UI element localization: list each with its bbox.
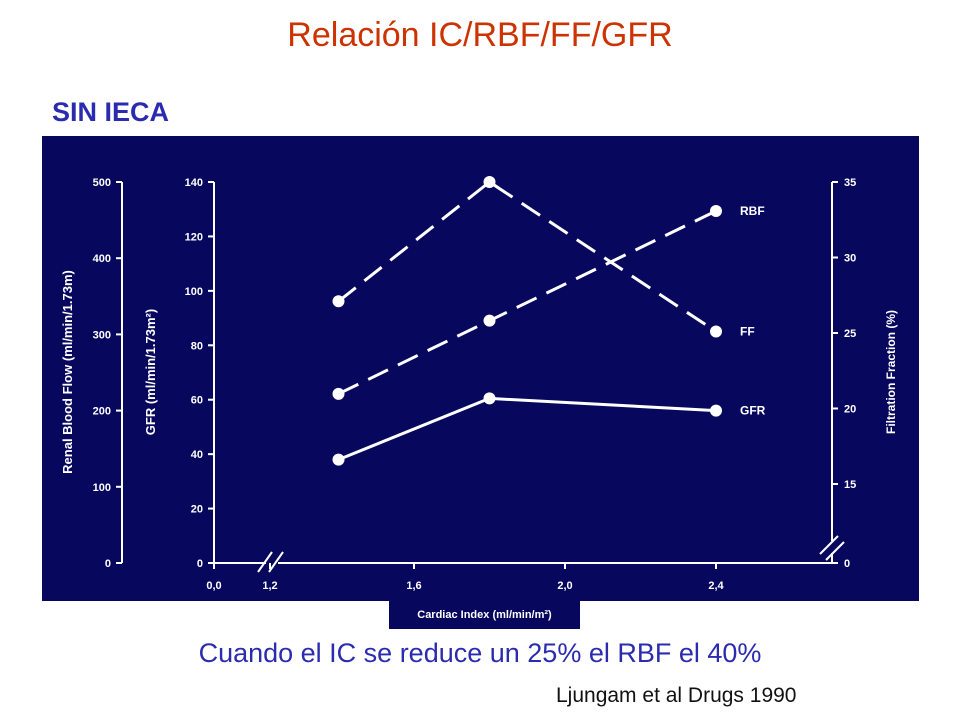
gfr-tick-label: 100 xyxy=(185,286,203,298)
series-label-rbf: RBF xyxy=(740,204,765,218)
data-point-ff xyxy=(332,295,345,308)
rbf-tick-label: 400 xyxy=(93,253,111,265)
gfr-axis-title: GFR (ml/min/1.73m²) xyxy=(143,309,158,435)
data-point-ff xyxy=(483,176,496,188)
x-tick-label: 2,4 xyxy=(708,580,724,592)
series-line-gfr xyxy=(337,396,717,461)
x-tick-label: 0,0 xyxy=(206,580,221,592)
data-point-rbf xyxy=(332,387,345,400)
gfr-tick-label: 120 xyxy=(185,231,203,243)
ff-tick-label: 30 xyxy=(844,253,856,265)
data-point-gfr xyxy=(710,404,722,417)
x-axis-break-mark xyxy=(268,551,284,573)
ff-tick-label: 20 xyxy=(844,404,856,416)
series-line-ff xyxy=(337,180,717,333)
x-axis-label: Cardiac Index (ml/min/m²) xyxy=(389,601,580,629)
series-label-gfr: GFR xyxy=(740,404,766,418)
data-point-rbf xyxy=(710,204,722,217)
x-tick-label: 2,0 xyxy=(557,580,572,592)
reference: Ljungam et al Drugs 1990 xyxy=(556,684,797,707)
x-tick-label: 1,2 xyxy=(262,580,277,592)
slide-title: Relación IC/RBF/FF/GFR xyxy=(287,16,673,54)
ff-tick-label: 15 xyxy=(844,479,856,491)
rbf-tick-label: 200 xyxy=(93,406,111,418)
gfr-tick-label: 0 xyxy=(197,558,203,570)
ff-axis-break-mark xyxy=(825,541,845,561)
ff-tick-label: 25 xyxy=(844,328,856,340)
series-line-rbf xyxy=(337,209,717,396)
x-axis-break-mark xyxy=(257,551,273,573)
ff-tick-label: 35 xyxy=(844,177,856,189)
ff-tick-label: 0 xyxy=(844,558,850,570)
x-tick-label: 1,6 xyxy=(406,580,421,592)
series-label-ff: FF xyxy=(740,324,755,338)
caption: Cuando el IC se reduce un 25% el RBF el … xyxy=(198,638,762,668)
data-point-ff xyxy=(710,325,722,338)
slide-subtitle: SIN IECA xyxy=(52,97,170,127)
gfr-tick-label: 60 xyxy=(191,395,203,407)
gfr-tick-label: 40 xyxy=(191,449,203,461)
ff-axis-break-mark xyxy=(819,535,839,555)
gfr-tick-label: 20 xyxy=(191,504,203,516)
data-point-rbf xyxy=(483,314,496,327)
ff-axis-title: Filtration Fraction (%) xyxy=(884,310,898,434)
rbf-tick-label: 300 xyxy=(93,329,111,341)
chart-panel: 0 100 200 300 400 500 Renal Blood Flow (ml/min… xyxy=(42,136,919,601)
gfr-tick-label: 80 xyxy=(191,340,203,352)
rbf-tick-label: 500 xyxy=(93,177,111,189)
gfr-tick-label: 140 xyxy=(185,177,203,189)
data-point-gfr xyxy=(332,453,345,466)
rbf-tick-label: 0 xyxy=(105,558,111,570)
rbf-axis-title: Renal Blood Flow (ml/min/1.73m) xyxy=(60,270,75,474)
rbf-tick-label: 100 xyxy=(93,482,111,494)
data-point-gfr xyxy=(483,392,496,405)
